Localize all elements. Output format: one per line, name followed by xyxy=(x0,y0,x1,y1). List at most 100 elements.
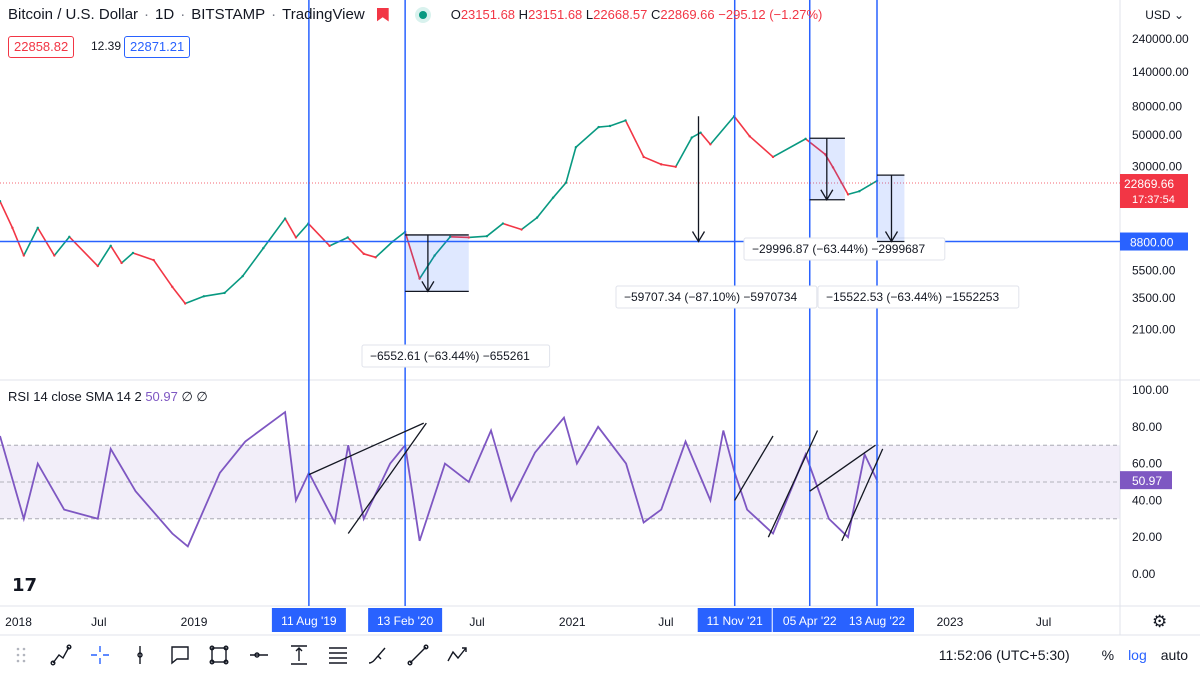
time-marker-tag xyxy=(840,608,914,632)
price-segment xyxy=(575,126,600,148)
time-marker-text: 11 Nov '21 xyxy=(707,614,763,628)
price-segment xyxy=(53,236,70,257)
price-point xyxy=(120,261,123,265)
rsi-trend-line xyxy=(809,444,876,492)
price-point xyxy=(362,252,365,256)
price-segment xyxy=(536,197,554,219)
price-point xyxy=(152,258,155,262)
price-segment xyxy=(609,119,626,127)
price-point xyxy=(374,256,377,259)
countdown-text: 17:37:54 xyxy=(1132,194,1175,206)
price-segment xyxy=(262,218,286,249)
chart-header: Bitcoin / U.S. Dollar · 1D · BITSTAMP · … xyxy=(8,6,822,23)
price-segment xyxy=(0,200,14,229)
vertical-line-icon[interactable] xyxy=(123,639,157,671)
rsi-tick-label: 80.00 xyxy=(1132,420,1162,434)
measure-3-label: −29996.87 (−63.44%) −2999687 xyxy=(743,237,946,261)
horizontal-ray-icon[interactable] xyxy=(242,639,276,671)
auto-toggle[interactable]: auto xyxy=(1160,647,1188,663)
price-point xyxy=(699,131,702,134)
price-segment xyxy=(552,182,567,199)
time-tick-label: 2021 xyxy=(559,615,586,629)
price-segment xyxy=(486,222,504,237)
measure-4-label-text: −15522.53 (−63.44%) −1552253 xyxy=(826,290,999,304)
price-point xyxy=(433,254,436,257)
price-segment xyxy=(171,286,186,304)
price-point xyxy=(564,181,568,184)
currency-selector[interactable]: USD ⌄ xyxy=(1145,8,1184,22)
price-segment xyxy=(307,222,331,247)
close-value: 22869.66 xyxy=(660,7,715,22)
rsi-tick-label: 20.00 xyxy=(1132,530,1162,544)
measure-3-label-bg xyxy=(743,237,946,261)
price-point xyxy=(485,234,489,238)
price-point xyxy=(597,125,600,129)
interval-label[interactable]: 1D xyxy=(155,6,175,23)
symbol-title[interactable]: Bitcoin / U.S. Dollar xyxy=(8,6,139,23)
price-point xyxy=(501,222,505,225)
header-separator: · xyxy=(144,6,150,23)
measure-2-label-bg xyxy=(615,285,818,309)
time-marker-text: 13 Feb '20 xyxy=(377,614,434,628)
time-marker-tag xyxy=(271,608,346,632)
rsi-trend-line xyxy=(734,435,774,501)
rsi-legend[interactable]: RSI 14 close SMA 14 2 50.97 ∅ ∅ xyxy=(8,389,208,405)
price-tick-label: 80000.00 xyxy=(1132,99,1182,113)
change-value: −295.12 (−1.27%) xyxy=(718,7,823,22)
drag-handle-icon[interactable] xyxy=(4,639,38,671)
price-point xyxy=(109,244,112,248)
flag-icon[interactable] xyxy=(376,7,389,22)
callout-icon[interactable] xyxy=(163,639,197,671)
time-tick-label: 2023 xyxy=(937,615,964,629)
price-point xyxy=(171,285,174,289)
trend-line-icon[interactable] xyxy=(44,639,78,671)
time-tick-label: 2019 xyxy=(181,615,208,629)
price-segment xyxy=(772,138,806,158)
price-segment xyxy=(565,147,577,183)
price-segment xyxy=(434,236,451,257)
price-point xyxy=(624,119,627,122)
price-point xyxy=(824,153,827,156)
rsi-extra: ∅ ∅ xyxy=(181,389,208,404)
log-toggle[interactable]: log xyxy=(1128,647,1147,663)
price-point xyxy=(262,246,265,250)
time-marker-tag xyxy=(772,608,847,632)
chevron-down-icon: ⌄ xyxy=(1173,8,1184,22)
measure-1-label-bg xyxy=(361,344,551,368)
price-point xyxy=(202,295,206,298)
brush-icon[interactable] xyxy=(361,639,395,671)
price-point xyxy=(748,135,751,138)
price-segment xyxy=(404,231,421,279)
price-point xyxy=(831,166,835,169)
rectangle-icon[interactable] xyxy=(202,639,236,671)
price-segment xyxy=(624,120,645,158)
gear-icon[interactable]: ⚙ xyxy=(1152,612,1167,632)
currency-label: USD xyxy=(1145,8,1171,22)
bid-button[interactable]: 22858.82 xyxy=(8,36,75,58)
crosshair-icon[interactable] xyxy=(83,639,117,671)
fib-channel-icon[interactable] xyxy=(321,639,355,671)
clock-label[interactable]: 11:52:06 (UTC+5:30) xyxy=(938,647,1070,663)
price-point xyxy=(448,235,452,239)
price-point xyxy=(771,155,775,159)
ohlc-values: O23151.68 H23151.68 L22668.57 C22869.66 … xyxy=(450,7,823,22)
price-tick-label: 50000.00 xyxy=(1132,128,1182,142)
measure-1-label: −6552.61 (−63.44%) −655261 xyxy=(361,344,551,368)
price-segment xyxy=(363,253,376,259)
time-marker-text: 13 Aug '22 xyxy=(849,614,906,628)
price-point xyxy=(22,254,26,257)
price-point xyxy=(11,226,14,230)
measure-3-arrowhead xyxy=(820,189,834,202)
line-icon[interactable] xyxy=(401,639,435,671)
path-icon[interactable] xyxy=(440,639,474,671)
time-tick-label: Jul xyxy=(1036,615,1051,629)
price-segment xyxy=(502,222,522,231)
price-segment xyxy=(153,259,173,288)
ask-button[interactable]: 22871.21 xyxy=(124,36,191,58)
measure-4-box xyxy=(877,175,905,242)
price-segment xyxy=(691,131,701,139)
price-segment xyxy=(805,138,826,156)
percent-toggle[interactable]: % xyxy=(1101,647,1115,663)
price-range-icon[interactable] xyxy=(282,639,316,671)
